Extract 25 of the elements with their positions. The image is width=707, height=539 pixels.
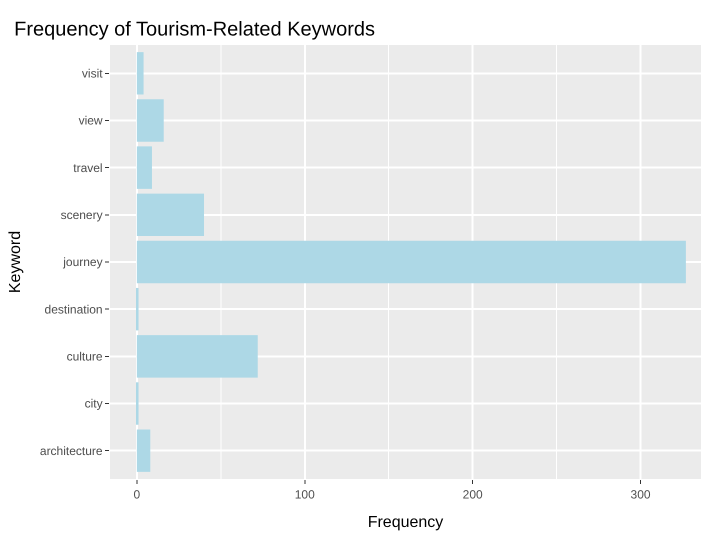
y-tick-label: culture bbox=[66, 350, 103, 364]
y-tick-label: destination bbox=[44, 302, 103, 316]
y-tick-label: view bbox=[78, 114, 103, 128]
x-tick-label: 0 bbox=[134, 487, 141, 502]
bar bbox=[136, 429, 150, 472]
x-axis-title: Frequency bbox=[368, 514, 444, 532]
bar bbox=[136, 194, 204, 236]
y-axis-title: Keyword bbox=[6, 230, 24, 294]
x-tick-label: 300 bbox=[630, 487, 651, 502]
bar bbox=[136, 240, 686, 284]
x-tick-label: 100 bbox=[294, 487, 316, 502]
bar bbox=[136, 146, 152, 189]
y-tick-label: travel bbox=[73, 160, 103, 175]
y-tick-label: architecture bbox=[40, 444, 103, 458]
bar bbox=[136, 335, 258, 378]
bar bbox=[136, 99, 164, 142]
y-tick-label: visit bbox=[82, 66, 104, 80]
bar bbox=[136, 52, 144, 95]
chart-title: Frequency of Tourism-Related Keywords bbox=[14, 18, 376, 41]
bar bbox=[136, 288, 139, 330]
bar bbox=[136, 382, 139, 425]
y-tick-label: journey bbox=[62, 255, 103, 270]
y-tick-label: scenery bbox=[60, 208, 103, 222]
y-tick-label: city bbox=[84, 396, 103, 411]
x-tick-label: 200 bbox=[462, 487, 483, 502]
